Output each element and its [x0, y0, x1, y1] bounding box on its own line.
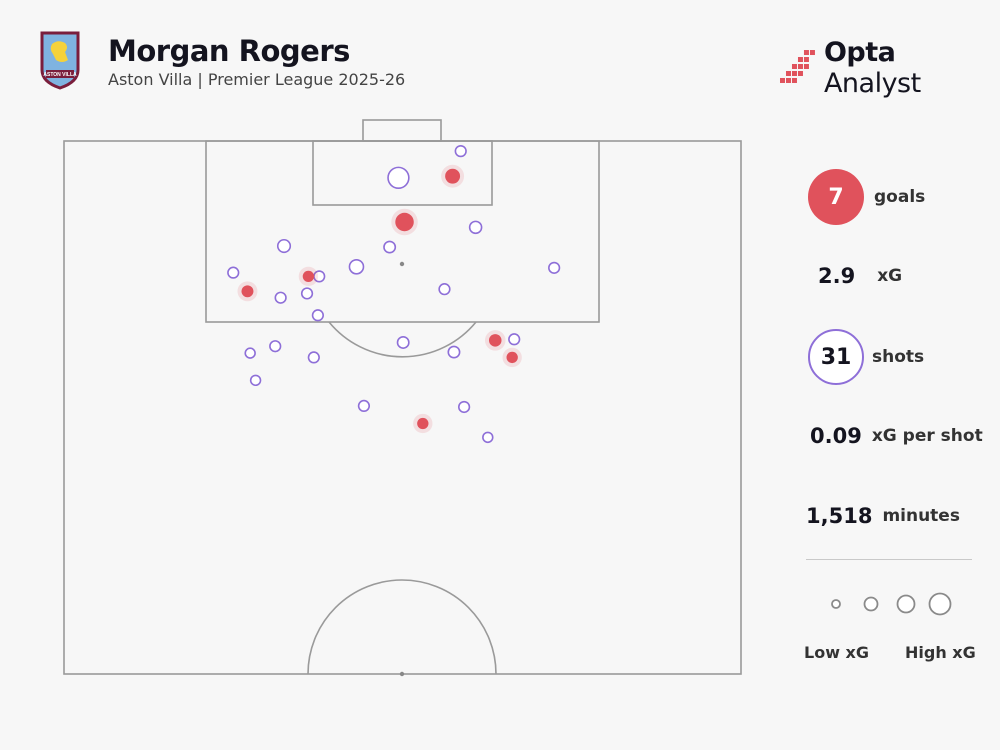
goal-marker — [488, 334, 502, 347]
shot-marker — [387, 166, 410, 189]
stat-shots: 31 shots — [808, 329, 924, 385]
brand-bold: Opta — [823, 37, 896, 68]
shot-marker — [249, 374, 262, 387]
shot-marker — [447, 345, 461, 359]
stat-minutes: 1,518 minutes — [806, 504, 960, 528]
centre-spot — [399, 671, 405, 677]
team-season-subtitle: Aston Villa | Premier League 2025-26 — [108, 70, 406, 89]
goals-label: goals — [874, 187, 926, 207]
minutes-value: 1,518 — [806, 504, 873, 528]
penalty-spot — [399, 261, 405, 267]
aston-villa-crest-icon: ASTON VILLA — [40, 31, 80, 90]
shots-value: 31 — [808, 329, 864, 385]
shot-marker — [457, 400, 471, 414]
shot-marker — [468, 220, 483, 235]
goal-marker — [302, 270, 315, 283]
shots-label: shots — [872, 347, 925, 367]
xg-label: xG — [877, 266, 903, 286]
shot-marker — [276, 238, 292, 254]
goal — [362, 119, 442, 142]
xg-value: 2.9 — [818, 264, 856, 288]
stat-goals: 7 goals — [808, 169, 925, 225]
legend-high-label: High xG — [905, 643, 976, 662]
legend-dot-largest — [928, 592, 952, 616]
legend-dot-medium — [863, 596, 879, 612]
shot-marker — [311, 309, 324, 322]
shot-marker — [227, 266, 240, 279]
shot-marker — [307, 351, 320, 364]
stat-xg: 2.9 xG — [818, 264, 902, 288]
pitch-lines — [63, 119, 742, 675]
xg-per-shot-label: xG per shot — [871, 426, 983, 446]
legend-divider — [806, 559, 972, 560]
goal-marker — [445, 168, 461, 184]
shot-marker — [274, 291, 287, 304]
centre-circle — [307, 579, 497, 675]
shot-marker — [508, 333, 521, 346]
legend-dot-large — [896, 594, 916, 614]
goal-marker — [395, 212, 414, 232]
svg-text:ASTON VILLA: ASTON VILLA — [43, 72, 77, 78]
shots-layer — [227, 145, 561, 444]
shot-marker — [438, 283, 451, 296]
brand-light: Analyst — [823, 68, 921, 99]
minutes-label: minutes — [882, 506, 960, 526]
goal-marker — [506, 351, 518, 364]
shot-marker — [548, 261, 561, 274]
shot-marker — [244, 347, 256, 359]
opta-analyst-logo: Opta Analyst — [780, 37, 1000, 99]
legend-dot-small — [831, 599, 841, 609]
stat-xg-per-shot: 0.09 xG per shot — [810, 424, 983, 448]
shot-marker — [383, 240, 397, 254]
player-name: Morgan Rogers — [108, 34, 350, 68]
legend-low-label: Low xG — [804, 643, 869, 662]
opta-bars-icon — [780, 50, 815, 83]
xg-per-shot-value: 0.09 — [810, 424, 862, 448]
goals-value: 7 — [808, 169, 864, 225]
shot-marker — [396, 336, 410, 349]
penalty-arc — [328, 321, 477, 358]
goal-marker — [417, 417, 429, 430]
goal-marker — [241, 285, 254, 298]
xg-size-legend — [831, 592, 952, 616]
shot-marker — [482, 431, 494, 444]
shot-marker — [300, 287, 314, 300]
shot-marker — [454, 145, 467, 158]
shot-marker — [357, 399, 371, 413]
shot-marker — [269, 340, 282, 353]
shot-marker — [348, 258, 365, 275]
